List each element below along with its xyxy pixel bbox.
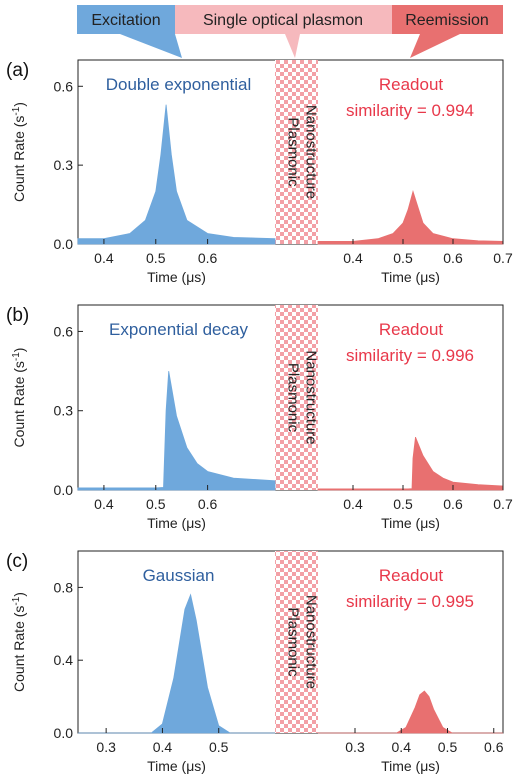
reemission-label: Reemission (405, 12, 489, 29)
y-axis-label: Count Rate (s-1) (11, 348, 27, 448)
readout-x-tick-label: 0.7 (493, 250, 513, 266)
excitation-x-tick-label: 0.6 (198, 250, 218, 266)
y-tick-label: 0.3 (54, 403, 74, 419)
readout-x-tick-label: 0.6 (443, 250, 463, 266)
excitation-series-label: Double exponential (106, 75, 252, 94)
excitation-x-axis-label: Time (μs) (147, 269, 206, 285)
readout-series-label: Readout (379, 75, 444, 94)
panel-label: (b) (6, 305, 29, 326)
nanostructure-strip (275, 60, 318, 244)
panel-label: (a) (6, 60, 29, 81)
excitation-series-area (77, 104, 276, 245)
excitation-x-tick-label: 0.4 (94, 250, 114, 266)
excitation-series-label: Exponential decay (109, 320, 248, 339)
excitation-x-tick-label: 0.6 (198, 496, 218, 512)
readout-series-label: Readout (379, 566, 444, 585)
y-axis-label: Count Rate (s-1) (11, 102, 27, 202)
readout-x-tick-label: 0.4 (343, 250, 363, 266)
excitation-x-axis-label: Time (μs) (147, 758, 206, 774)
readout-x-tick-label: 0.7 (493, 496, 513, 512)
excitation-pointer (120, 34, 182, 58)
excitation-x-tick-label: 0.4 (153, 739, 173, 755)
excitation-series-label: Gaussian (143, 566, 215, 585)
excitation-x-tick-label: 0.4 (94, 496, 114, 512)
strip-label-plasmonic: Plasmonic (285, 363, 302, 433)
plasmon-pointer (285, 34, 300, 58)
similarity-annotation: similarity = 0.995 (346, 592, 474, 611)
strip-label-nanostructure: Nanostructure (303, 350, 320, 444)
y-tick-label: 0.0 (54, 725, 74, 741)
y-tick-label: 0.0 (54, 482, 74, 498)
excitation-x-tick-label: 0.5 (146, 496, 166, 512)
panel-1: Plasmonic Nanostructure (a) 0.0 0.3 0.6 Count … (6, 59, 513, 285)
excitation-series-area (78, 593, 275, 734)
nanostructure-strip (275, 305, 318, 490)
readout-series-area (317, 436, 504, 491)
readout-series-label: Readout (379, 320, 444, 339)
panel-3: Plasmonic Nanostructure (c) 0.0 0.4 0.8 Count … (6, 550, 504, 774)
readout-x-tick-label: 0.6 (484, 739, 504, 755)
strip-label-plasmonic: Plasmonic (285, 607, 302, 677)
excitation-x-axis-label: Time (μs) (147, 515, 206, 531)
readout-x-tick-label: 0.4 (392, 739, 412, 755)
strip-label-plasmonic: Plasmonic (285, 117, 302, 187)
panel-2: Plasmonic Nanostructure (b) 0.0 0.3 0.6 Count … (6, 304, 513, 531)
readout-x-tick-label: 0.6 (443, 496, 463, 512)
excitation-x-tick-label: 0.5 (146, 250, 166, 266)
excitation-label: Excitation (91, 12, 160, 29)
panels: Plasmonic Nanostructure(a)0.00.30.6Count … (6, 59, 513, 774)
readout-x-axis-label: Time (μs) (381, 515, 440, 531)
strip-label-nanostructure: Nanostructure (303, 105, 320, 199)
banner: Excitation Single optical plasmon Reemis… (77, 5, 503, 58)
y-tick-label: 0.8 (54, 579, 74, 595)
readout-series-area (317, 189, 504, 245)
similarity-annotation: similarity = 0.996 (346, 346, 474, 365)
nanostructure-strip (275, 551, 318, 733)
reemission-box (392, 5, 503, 34)
excitation-series-area (77, 371, 276, 491)
excitation-x-tick-label: 0.5 (209, 739, 229, 755)
readout-x-tick-label: 0.5 (393, 250, 413, 266)
reemission-pointer (410, 34, 460, 58)
readout-x-axis-label: Time (μs) (381, 269, 440, 285)
strip-label-nanostructure: Nanostructure (303, 595, 320, 689)
panel-label: (c) (6, 551, 28, 572)
excitation-box (77, 5, 175, 34)
readout-x-tick-label: 0.4 (343, 496, 363, 512)
similarity-annotation: similarity = 0.994 (346, 101, 474, 120)
y-tick-label: 0.6 (54, 323, 74, 339)
y-tick-label: 0.6 (54, 78, 74, 94)
y-tick-label: 0.3 (54, 157, 74, 173)
y-tick-label: 0.4 (54, 652, 74, 668)
readout-x-tick-label: 0.3 (345, 739, 365, 755)
plasmon-box (175, 5, 392, 34)
plasmon-label: Single optical plasmon (203, 12, 363, 29)
readout-x-tick-label: 0.5 (438, 739, 458, 755)
readout-x-tick-label: 0.5 (393, 496, 413, 512)
readout-series-area (318, 690, 503, 734)
excitation-x-tick-label: 0.3 (96, 739, 116, 755)
readout-x-axis-label: Time (μs) (381, 758, 440, 774)
y-tick-label: 0.0 (54, 236, 74, 252)
y-axis-label: Count Rate (s-1) (11, 592, 27, 692)
